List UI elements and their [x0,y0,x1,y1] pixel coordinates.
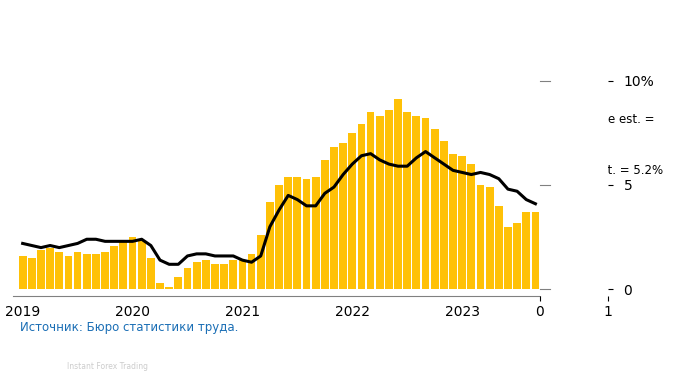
Bar [367,112,375,289]
Text: Headline est. =
4.1%: Headline est. = 4.1% [563,113,654,141]
Bar [477,185,485,289]
Bar [74,252,82,289]
Bar [522,212,530,289]
Bar [358,124,365,289]
Bar [248,254,255,289]
Bar [37,250,45,289]
Bar [376,116,383,289]
Bar [467,164,475,289]
Text: Instant Forex Trading: Instant Forex Trading [67,362,148,371]
Bar [184,268,192,289]
Bar [412,116,421,289]
Bar [211,264,219,289]
Bar [394,99,402,289]
Bar [284,177,292,289]
Bar [28,258,36,289]
Bar [156,283,164,289]
Bar [55,252,63,289]
Bar [220,264,228,289]
Bar [147,258,155,289]
Bar [101,252,109,289]
Bar [449,153,457,289]
Bar [256,235,265,289]
Bar [294,177,301,289]
Bar [431,128,439,289]
Bar [19,256,26,289]
Bar [385,110,393,289]
Text: Источник: Бюро статистики труда.: Источник: Бюро статистики труда. [20,321,239,334]
Bar [330,147,338,289]
Bar [138,241,146,289]
Bar [404,112,411,289]
Bar [46,247,54,289]
Bar [486,187,493,289]
Bar [440,141,448,289]
Bar [513,222,521,289]
Bar [312,177,319,289]
Bar [110,246,118,289]
Text: Core est. = 5.2%: Core est. = 5.2% [563,164,663,177]
Bar [165,287,173,289]
Bar [83,254,90,289]
Bar [340,143,347,289]
Bar [422,118,429,289]
Bar [275,185,283,289]
Bar [230,260,237,289]
Bar [531,212,539,289]
Bar [129,237,136,289]
Bar [504,227,512,289]
Bar [348,133,356,289]
Bar [202,260,210,289]
Bar [266,202,274,289]
Bar [65,256,72,289]
Bar [119,241,128,289]
Bar [174,277,182,289]
Bar [495,206,503,289]
Bar [193,262,200,289]
Bar [321,160,329,289]
Bar [238,260,246,289]
Bar [302,179,311,289]
Bar [458,156,466,289]
Bar [92,254,100,289]
Text: instaforex: instaforex [67,345,138,358]
